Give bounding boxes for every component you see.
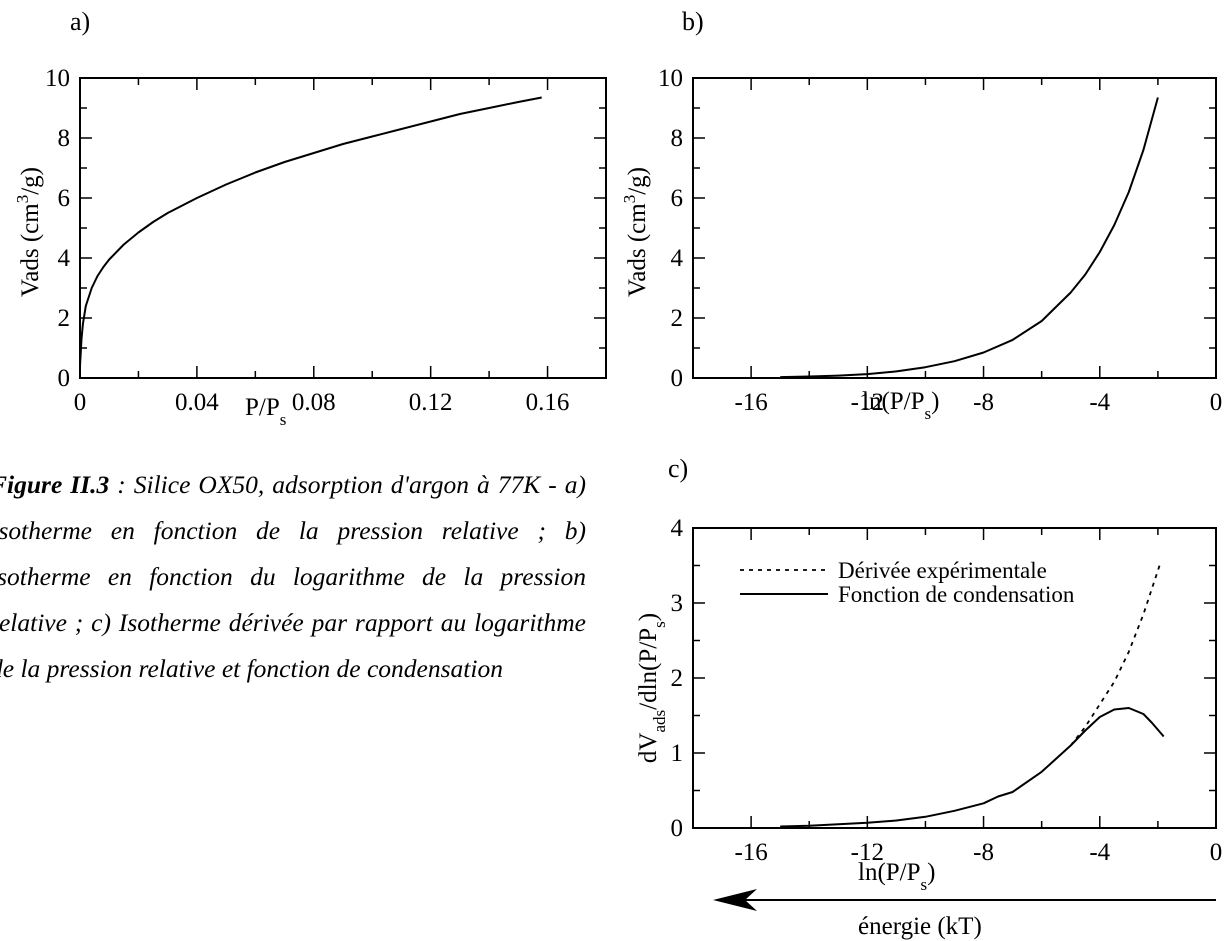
caption-label: Figure II.3 <box>0 470 110 499</box>
panel-letter-a: a) <box>70 7 90 36</box>
panel-b-y-tick-label: 6 <box>671 185 684 212</box>
panel-c-y-tick-label: 0 <box>671 815 684 842</box>
panel-c-x-tick-label: -8 <box>973 839 994 866</box>
panel-b-y-tick-label: 0 <box>671 365 684 392</box>
panel-a-plot-frame <box>79 77 607 379</box>
panel-a-y-tick-label: 4 <box>58 245 71 272</box>
panel-a-x-tick-label: 0.16 <box>526 389 570 416</box>
panel-b-y-tick-label: 8 <box>671 125 684 152</box>
panel-letter-b: b) <box>682 7 704 36</box>
panel-a-y-tick-label: 0 <box>58 365 71 392</box>
energy-arrow <box>713 889 1216 911</box>
panel-b-plot-frame <box>692 77 1217 379</box>
y-axis-label-b: Vads (cm3/g) <box>620 167 651 297</box>
panel-c-x-tick-label: -16 <box>734 839 767 866</box>
panel-b-y-tick-label: 4 <box>671 245 684 272</box>
panel-a-x-tick-label: 0.04 <box>175 389 219 416</box>
panel-b-x-tick-label: -8 <box>973 389 994 416</box>
panel-a-x-tick-label: 0 <box>74 389 87 416</box>
panel-a-y-tick-label: 6 <box>58 185 71 212</box>
energy-arrowhead <box>713 889 757 911</box>
panel-b-x-tick-label: -16 <box>734 389 767 416</box>
legend-entry-2: Fonction de condensation <box>838 582 1075 607</box>
y-axis-label-c: dVads/dln(P/Ps) <box>635 613 669 763</box>
panel-b-series-curve-line <box>780 97 1159 379</box>
figure-caption: Figure II.3 : Silice OX50, adsorption d'… <box>0 462 586 692</box>
panel-c-y-tick-label: 2 <box>671 665 684 692</box>
panel-b-x-tick-label: -12 <box>851 389 884 416</box>
panel-c-x-tick-label: -4 <box>1089 839 1110 866</box>
panel-b-x-tick-label: 0 <box>1210 389 1223 416</box>
panel-c-y-tick-label: 1 <box>671 740 684 767</box>
panel-c-x-tick-label: 0 <box>1210 839 1223 866</box>
legend-entry-1: Dérivée expérimentale <box>838 558 1047 583</box>
x-axis-label-b: ln(P/Ps) <box>862 388 939 423</box>
panel-letter-c: c) <box>668 454 688 483</box>
x-axis-label-a: P/Ps <box>245 394 286 429</box>
caption-text: : Silice OX50, adsorption d'argon à 77K … <box>0 470 586 683</box>
panel-c-series-curve-line <box>780 707 1165 828</box>
x-axis-label-c: ln(P/Ps) <box>858 859 935 894</box>
panel-a-y-tick-label: 2 <box>58 305 71 332</box>
panel-b-x-tick-label: -4 <box>1089 389 1110 416</box>
panel-a-x-tick-label: 0.12 <box>409 389 453 416</box>
chart-panel-c: -16 -12 -8 -4 0 0 1 2 3 4 Dérivée expérimentaleFon… <box>671 515 1223 866</box>
panel-b-y-tick-label: 2 <box>671 305 684 332</box>
chart-panel-b: -16 -12 -8 -4 0 0 2 4 6 8 10 <box>658 65 1222 416</box>
panel-c-y-tick-label: 4 <box>671 515 684 542</box>
panel-a-series-curve-line <box>79 96 542 367</box>
panel-b-y-tick-label: 10 <box>658 65 683 92</box>
energy-arrow-label: énergie (kT) <box>858 913 982 940</box>
panel-a-x-tick-label: 0.08 <box>292 389 336 416</box>
chart-panel-a: 0 0.04 0.08 0.12 0.16 0 2 4 6 8 10 <box>45 65 607 416</box>
y-axis-label-a: Vads (cm3/g) <box>13 167 44 297</box>
panel-c-x-tick-label: -12 <box>851 839 884 866</box>
panel-c-y-tick-label: 3 <box>671 590 684 617</box>
panel-c-series-derivative-line <box>1069 561 1162 747</box>
panel-a-y-tick-label: 10 <box>45 65 70 92</box>
panel-a-y-tick-label: 8 <box>58 125 71 152</box>
